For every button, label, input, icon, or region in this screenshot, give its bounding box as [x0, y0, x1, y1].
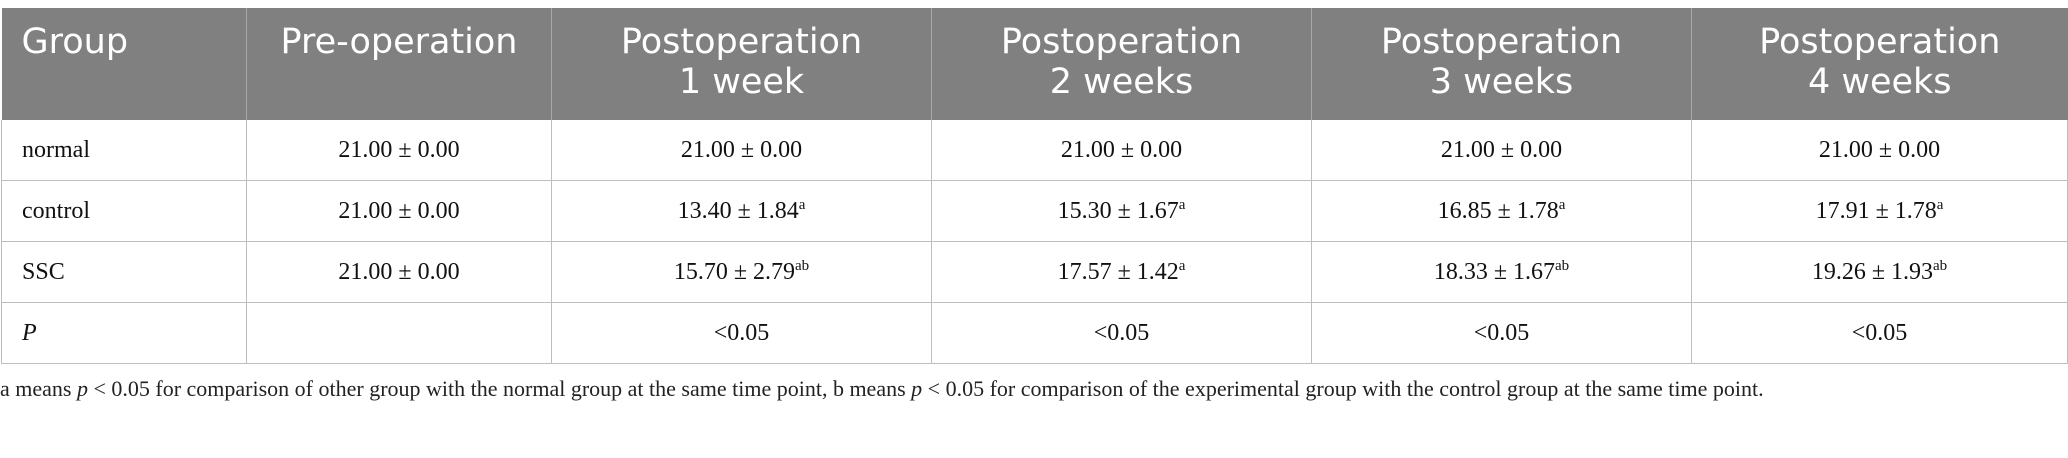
value-cell: 16.85 ± 1.78a [1311, 180, 1692, 242]
group-cell: control [1, 180, 247, 242]
header-post-4-weeks: Postoperation 4 weeks [1691, 8, 2068, 120]
table-row-p-value: P <0.05 <0.05 <0.05 <0.05 [1, 302, 2068, 364]
group-cell: SSC [1, 241, 247, 303]
results-table: Group Pre-operation Postoperation 1 week… [1, 8, 2068, 364]
value-cell: 13.40 ± 1.84a [551, 180, 932, 242]
value-cell: 15.70 ± 2.79ab [551, 241, 932, 303]
value-cell: <0.05 [1311, 302, 1692, 364]
header-pre-operation: Pre-operation [246, 8, 552, 120]
value-cell [246, 302, 552, 364]
group-cell: normal [1, 120, 247, 181]
value-cell: 21.00 ± 0.00 [1691, 120, 2068, 181]
value-cell: 18.33 ± 1.67ab [1311, 241, 1692, 303]
value-cell: 21.00 ± 0.00 [931, 120, 1312, 181]
value-cell: 21.00 ± 0.00 [551, 120, 932, 181]
table-row-normal: normal 21.00 ± 0.00 21.00 ± 0.00 21.00 ±… [1, 120, 2068, 181]
value-cell: 21.00 ± 0.00 [246, 120, 552, 181]
table-row-control: control 21.00 ± 0.00 13.40 ± 1.84a 15.30… [1, 180, 2068, 242]
header-group: Group [1, 8, 247, 120]
header-post-2-weeks: Postoperation 2 weeks [931, 8, 1312, 120]
value-cell: <0.05 [931, 302, 1312, 364]
value-cell: 21.00 ± 0.00 [1311, 120, 1692, 181]
value-cell: 17.57 ± 1.42a [931, 241, 1312, 303]
table-footnote: a means p < 0.05 for comparison of other… [0, 376, 1764, 401]
value-cell: 15.30 ± 1.67a [931, 180, 1312, 242]
value-cell: 19.26 ± 1.93ab [1691, 241, 2068, 303]
value-cell: 17.91 ± 1.78a [1691, 180, 2068, 242]
header-row: Group Pre-operation Postoperation 1 week… [1, 8, 2068, 120]
header-post-1-week: Postoperation 1 week [551, 8, 932, 120]
group-cell-p: P [1, 302, 247, 364]
value-cell: 21.00 ± 0.00 [246, 180, 552, 242]
header-post-3-weeks: Postoperation 3 weeks [1311, 8, 1692, 120]
value-cell: <0.05 [1691, 302, 2068, 364]
table-row-ssc: SSC 21.00 ± 0.00 15.70 ± 2.79ab 17.57 ± … [1, 241, 2068, 303]
value-cell: 21.00 ± 0.00 [246, 241, 552, 303]
value-cell: <0.05 [551, 302, 932, 364]
table-container: Group Pre-operation Postoperation 1 week… [0, 8, 2068, 405]
